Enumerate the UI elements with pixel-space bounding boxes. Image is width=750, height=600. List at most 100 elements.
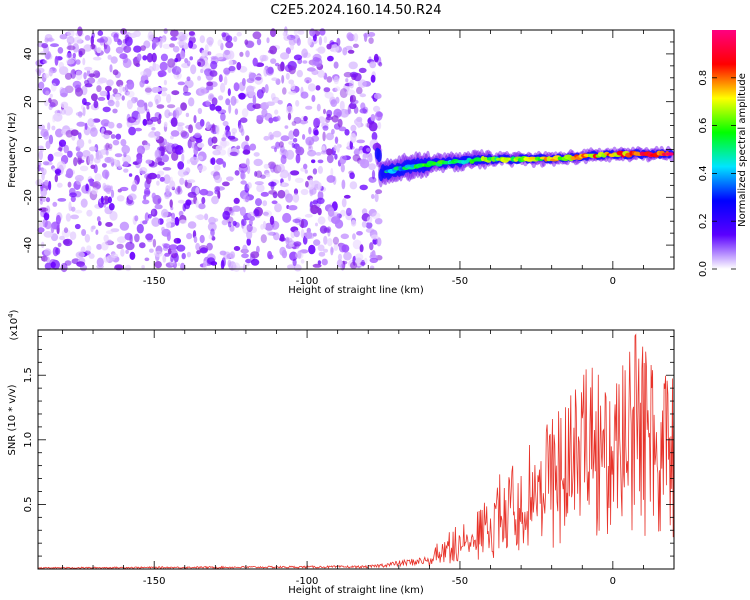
spectrogram-noise-cell: [234, 108, 239, 115]
spectrogram-noise-cell: [238, 92, 246, 100]
spectrogram-noise-cell: [96, 216, 101, 222]
spectrogram-noise-cell: [125, 241, 135, 251]
spectrogram-track-peak: [665, 152, 675, 156]
spectrogram-noise-cell: [369, 242, 374, 251]
spectrogram-noise-cell: [210, 60, 218, 70]
spectrogram-noise-cell: [146, 52, 153, 63]
spectrogram-noise-cell: [210, 170, 220, 177]
spectrogram-noise-cell: [204, 44, 209, 53]
spectrogram-noise-cell: [177, 31, 186, 42]
spectrogram-noise-cell: [86, 245, 92, 252]
snr-panel: -150 -100 -50 0 0.5 1.0 1.5 Height of straigh…: [7, 309, 675, 596]
spectrogram-noise-cell: [305, 180, 309, 188]
spectrogram-noise-cell: [371, 250, 376, 258]
spectrogram-noise-cell: [163, 28, 168, 34]
spectrogram-noise-cell: [242, 149, 251, 155]
spectrogram-noise-cell: [280, 154, 287, 165]
spectrogram-noise-cell: [211, 123, 216, 133]
spectrogram-noise-cell: [55, 247, 61, 255]
spectrogram-noise-cell: [168, 244, 178, 251]
spectrogram-noise-cell: [291, 121, 297, 126]
spectrogram-noise-cell: [205, 121, 211, 131]
spectrogram-noise-cell: [271, 96, 280, 104]
spectrogram-noise-cell: [127, 116, 137, 123]
spectrogram-noise-cell: [319, 28, 326, 36]
spectrogram-noise-cell: [356, 231, 363, 236]
spectrogram-noise-cell: [333, 61, 339, 69]
spectrogram-noise-cell: [175, 107, 183, 116]
spectrogram-noise-cell: [74, 209, 83, 214]
spectrogram-noise-cell: [357, 79, 367, 88]
spectrogram-noise-cell: [185, 112, 190, 118]
spectrogram-noise-cell: [246, 102, 256, 112]
spectrogram-noise-cell: [154, 261, 162, 269]
spectrogram-noise-cell: [108, 146, 113, 151]
spectrogram-noise-cell: [294, 177, 304, 183]
spectrogram-noise-cell: [222, 32, 230, 42]
spectrogram-noise-cell: [180, 102, 188, 111]
spectrogram-noise-cell: [78, 132, 82, 140]
spectrogram-noise-cell: [370, 74, 376, 83]
spectrogram-noise-cell: [197, 155, 204, 161]
spectrogram-noise-cell: [176, 238, 181, 244]
spectrogram-noise-cell: [120, 248, 125, 257]
spectrogram-noise-cell: [249, 216, 255, 221]
spectrogram-noise-cell: [45, 197, 51, 203]
spectrogram-noise-cell: [349, 79, 355, 89]
spectrogram-noise-cell: [233, 36, 238, 42]
spectrogram-noise-cell: [204, 213, 209, 221]
spectrogram-noise-cell: [171, 90, 180, 96]
spectrogram-noise-cell: [232, 205, 241, 212]
spectrogram-noise-cell: [60, 109, 67, 115]
spectrogram-noise-cell: [95, 184, 101, 189]
spectrogram-noise-cell: [46, 37, 55, 42]
spectrogram-noise-cell: [253, 152, 260, 157]
spectrogram-noise-cell: [96, 85, 102, 93]
spectrogram-noise-cell: [221, 137, 227, 142]
spectrogram-noise-cell: [66, 168, 74, 179]
spectrogram-noise-cell: [302, 60, 308, 64]
spectrogram-noise-cell: [151, 209, 155, 215]
spectrogram-noise-cell: [356, 116, 363, 122]
spectrogram-noise-cell: [38, 150, 43, 161]
spectrogram-noise-cell: [246, 262, 250, 267]
spectrogram-noise-cell: [268, 190, 277, 195]
spectrogram-noise-cell: [190, 64, 197, 75]
spectrogram-noise-cell: [50, 261, 56, 268]
spectrogram-noise-cell: [65, 213, 71, 222]
spectrogram-noise-cell: [217, 109, 227, 115]
spectrogram-noise-cell: [104, 156, 112, 163]
spectrogram-noise-cell: [89, 178, 94, 187]
spectrogram-noise-cell: [222, 181, 230, 187]
spectrogram-noise-cell: [340, 163, 345, 173]
spectrogram-noise-cell: [57, 47, 64, 54]
spectrogram-noise-cell: [177, 186, 181, 195]
spectrogram-noise-cell: [176, 70, 180, 78]
spectrogram-noise-cell: [349, 172, 355, 180]
spectrogram-noise-cell: [359, 184, 368, 191]
spectrogram-noise-cell: [240, 172, 246, 180]
spectrogram-noise-cell: [170, 212, 176, 219]
spectrogram-noise-cell: [54, 168, 62, 175]
spectrogram-noise-cell: [354, 253, 364, 261]
spectrogram-noise-cell: [256, 184, 265, 193]
spectrogram-noise-cell: [102, 106, 111, 113]
spectrogram-noise-cell: [274, 146, 277, 153]
spectrogram-noise-cell: [41, 168, 47, 176]
spectrogram-noise-cell: [44, 34, 53, 42]
spectrogram-noise-cell: [323, 235, 328, 245]
spectrogram-noise-cell: [188, 124, 194, 134]
spectrogram-noise-cell: [199, 188, 209, 196]
spectrogram-noise-cell: [323, 36, 328, 44]
spectrogram-noise-cell: [167, 104, 176, 109]
spectrogram-noise-cell: [225, 41, 234, 49]
spectrogram-noise-cell: [369, 61, 377, 69]
spectrogram-noise-cell: [116, 122, 123, 129]
spectrogram-noise-cell: [330, 246, 334, 256]
spectrogram-noise-cell: [230, 95, 237, 106]
spectrogram-noise-cell: [121, 95, 125, 101]
spectrogram-noise-cell: [186, 251, 191, 258]
spectrogram-noise-cell: [74, 223, 81, 230]
spectrogram-noise-cell: [66, 36, 75, 45]
spectrogram-noise-cell: [316, 103, 321, 112]
